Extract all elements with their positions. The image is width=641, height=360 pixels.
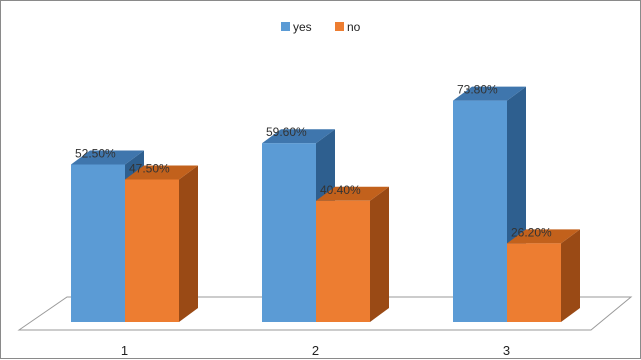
bar-front-face <box>507 243 561 322</box>
legend-swatch-yes <box>281 22 290 31</box>
data-labels-group: 52.50% 47.50% 59.60% 40.40% 73.80% 26.20% <box>75 83 552 240</box>
legend-swatch-no <box>335 22 344 31</box>
bar-side-face <box>370 186 389 322</box>
bar-yes-2 <box>262 129 335 322</box>
category-label-2: 2 <box>312 343 319 358</box>
data-label-yes-2: 59.60% <box>266 125 307 139</box>
category-label-3: 3 <box>503 343 510 358</box>
bar-front-face <box>453 100 507 322</box>
bars-group <box>71 86 580 322</box>
category-label-1: 1 <box>121 343 128 358</box>
bar-front-face <box>71 164 125 322</box>
bar-top-face <box>507 229 580 244</box>
bar-front-face <box>316 200 370 322</box>
legend: yes no <box>281 20 361 34</box>
bar-no-2 <box>316 186 389 322</box>
data-label-no-1: 47.50% <box>129 162 170 176</box>
bar-front-face <box>125 179 179 322</box>
bar-top-face <box>125 165 198 180</box>
bar-side-face <box>561 229 580 322</box>
legend-label-yes: yes <box>293 20 312 34</box>
category-labels-group: 1 2 3 <box>121 343 510 358</box>
bar-no-3 <box>507 229 580 322</box>
bar-front-face <box>262 143 316 322</box>
bar-top-face <box>71 150 144 165</box>
data-label-no-3: 26.20% <box>511 225 552 239</box>
bar-no-1 <box>125 165 198 322</box>
bar-side-face <box>179 165 198 322</box>
legend-label-no: no <box>347 20 361 34</box>
bar-top-face <box>453 86 526 101</box>
data-label-yes-1: 52.50% <box>75 147 116 161</box>
data-label-no-2: 40.40% <box>320 183 361 197</box>
bar-top-face <box>262 129 335 144</box>
bar-top-face <box>316 186 389 201</box>
data-label-yes-3: 73.80% <box>457 83 498 97</box>
